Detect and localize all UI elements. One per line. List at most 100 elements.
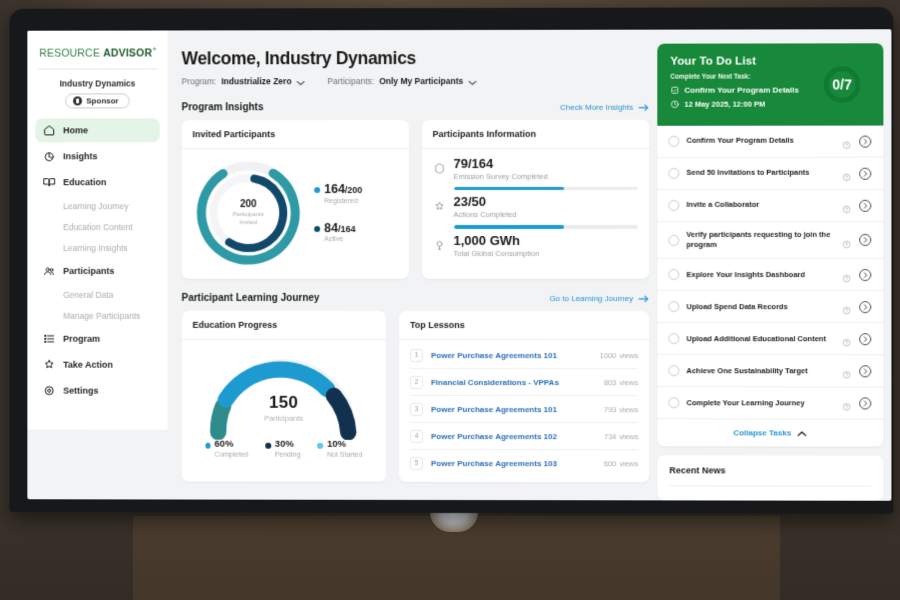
donut-center-label-2: Invited <box>239 219 258 226</box>
help-icon[interactable] <box>842 334 851 343</box>
sidebar-item-manage-participants[interactable]: Manage Participants <box>63 310 141 321</box>
table-row[interactable]: 3 Power Purchase Agreements 101 793 views <box>409 395 639 424</box>
task-go-icon[interactable] <box>858 233 872 247</box>
sidebar-item-education-content[interactable]: Education Content <box>63 221 133 232</box>
legend-value-num: 164 <box>324 182 345 197</box>
status-badge-sponsor[interactable]: Sponsor <box>65 92 130 108</box>
link-label: Go to Learning Journey <box>549 294 634 304</box>
task-checkbox[interactable] <box>668 234 680 246</box>
task-go-icon[interactable] <box>858 134 872 148</box>
task-go-icon[interactable] <box>858 300 872 314</box>
task-go-icon[interactable] <box>858 364 872 378</box>
sidebar-item-home[interactable]: Home <box>35 117 160 142</box>
sidebar-item-learning-journey[interactable]: Learning Journey <box>63 200 129 211</box>
task-go-icon[interactable] <box>858 198 872 212</box>
help-icon[interactable] <box>842 137 851 146</box>
views-suffix: views <box>619 458 639 468</box>
program-filter[interactable]: Program: Industrialize Zero <box>182 76 306 86</box>
table-row[interactable]: 1 Power Purchase Agreements 101 1000 view… <box>409 341 639 370</box>
program-insights-header: Program Insights Check More Insights <box>182 102 650 113</box>
task-checkbox[interactable] <box>668 269 680 281</box>
task-go-icon[interactable] <box>858 268 872 282</box>
info-value: 79/164 <box>453 155 494 171</box>
task-checkbox[interactable] <box>668 167 680 179</box>
todo-task-item[interactable]: Confirm Your Program Details <box>657 125 884 158</box>
card-body: 1 Power Purchase Agreements 101 1000 view… <box>399 340 649 482</box>
legend-pct: 60% <box>214 438 234 450</box>
survey-icon <box>433 162 446 177</box>
task-label: Invite a Collaborator <box>686 200 760 210</box>
views-number: 1000 <box>599 350 617 360</box>
task-go-icon[interactable] <box>858 166 872 180</box>
book-icon <box>43 176 55 188</box>
go-to-learning-journey-link[interactable]: Go to Learning Journey <box>549 294 649 303</box>
collapse-tasks-button[interactable]: Collapse Tasks <box>657 419 883 446</box>
task-label: Complete Your Learning Journey <box>686 397 805 408</box>
task-checkbox[interactable] <box>668 135 680 147</box>
app-logo[interactable]: RESOURCE ADVISOR+ <box>27 36 167 68</box>
sidebar-item-take-action[interactable]: Take Action <box>35 352 159 376</box>
table-row[interactable]: 4 Power Purchase Agreements 102 734 views <box>409 422 639 451</box>
sidebar-item-general-data[interactable]: General Data <box>63 289 114 300</box>
gauge-center-text: 150 Participants <box>193 393 375 423</box>
task-label: Verify participants requesting to join t… <box>686 229 831 250</box>
sidebar-item-label: Program <box>63 333 100 344</box>
task-checkbox[interactable] <box>668 365 680 377</box>
task-label: Explore Your Insights Dashboard <box>686 269 805 279</box>
legend-value-num: 84 <box>324 220 339 235</box>
lesson-link[interactable]: Power Purchase Agreements 101 <box>430 404 558 414</box>
insights-icon <box>43 150 55 162</box>
sidebar-item-participants[interactable]: Participants <box>35 259 159 283</box>
help-icon[interactable] <box>842 236 851 245</box>
help-icon[interactable] <box>842 169 851 178</box>
legend-dot <box>265 442 271 449</box>
lesson-link[interactable]: Power Purchase Agreements 103 <box>430 458 558 468</box>
lesson-link[interactable]: Financial Considerations - VPPAs <box>430 377 559 387</box>
todo-task-item[interactable]: Complete Your Learning Journey <box>657 387 884 420</box>
table-row[interactable]: 5 Power Purchase Agreements 103 600 views <box>409 450 639 476</box>
logo-word-1: RESOURCE <box>39 47 101 60</box>
monitor-bezel: RESOURCE ADVISOR+ Industry Dynamics Spon… <box>9 7 894 514</box>
right-rail: Your To Do List Complete Your Next Task:… <box>657 39 884 501</box>
todo-task-item[interactable]: Invite a Collaborator <box>657 189 884 222</box>
todo-task-item[interactable]: Achieve One Sustainability Target <box>657 355 884 388</box>
help-icon[interactable] <box>842 302 851 311</box>
lesson-link[interactable]: Power Purchase Agreements 102 <box>430 431 558 441</box>
center-column: Welcome, Industry Dynamics Program: Indu… <box>181 40 650 501</box>
help-icon[interactable] <box>842 270 851 279</box>
task-label: Achieve One Sustainability Target <box>686 365 808 375</box>
check-more-insights-link[interactable]: Check More Insights <box>560 103 649 112</box>
task-checkbox[interactable] <box>668 199 680 211</box>
todo-task-item[interactable]: Upload Spend Data Records <box>657 291 884 324</box>
todo-task-item[interactable]: Verify participants requesting to join t… <box>657 221 884 260</box>
task-checkbox[interactable] <box>668 333 680 345</box>
todo-task-item[interactable]: Upload Additional Educational Content <box>657 323 884 356</box>
logo-plus: + <box>152 44 158 54</box>
help-icon[interactable] <box>842 399 851 408</box>
arrow-right-icon <box>637 103 649 111</box>
sidebar-item-settings[interactable]: Settings <box>35 378 159 402</box>
views-suffix: views <box>619 431 639 441</box>
task-checkbox[interactable] <box>668 397 680 409</box>
participants-filter[interactable]: Participants: Only My Participants <box>327 76 477 86</box>
sidebar-item-learning-insights[interactable]: Learning Insights <box>63 242 128 253</box>
sidebar-item-label: Insights <box>63 150 98 161</box>
help-icon[interactable] <box>842 201 851 210</box>
home-icon <box>43 124 55 136</box>
sidebar-item-program[interactable]: Program <box>35 326 159 350</box>
legend-pct: 10% <box>327 438 347 450</box>
task-label: Send 50 Invitations to Participants <box>686 168 810 178</box>
help-icon[interactable] <box>842 367 851 376</box>
todo-task-item[interactable]: Explore Your Insights Dashboard <box>657 259 884 292</box>
card-participants-information: Participants Information 79/164 Emission… <box>421 119 650 280</box>
sidebar-item-education[interactable]: Education <box>35 170 159 194</box>
legend-value-total: /164 <box>338 223 356 234</box>
todo-task-item[interactable]: Send 50 Invitations to Participants <box>657 157 884 190</box>
lesson-link[interactable]: Power Purchase Agreements 101 <box>430 350 558 360</box>
legend-label: Not Started <box>327 451 363 459</box>
sidebar-item-insights[interactable]: Insights <box>35 144 159 168</box>
task-go-icon[interactable] <box>858 396 872 410</box>
task-go-icon[interactable] <box>858 332 872 346</box>
table-row[interactable]: 2 Financial Considerations - VPPAs 803 vi… <box>409 368 639 397</box>
task-checkbox[interactable] <box>668 301 680 313</box>
